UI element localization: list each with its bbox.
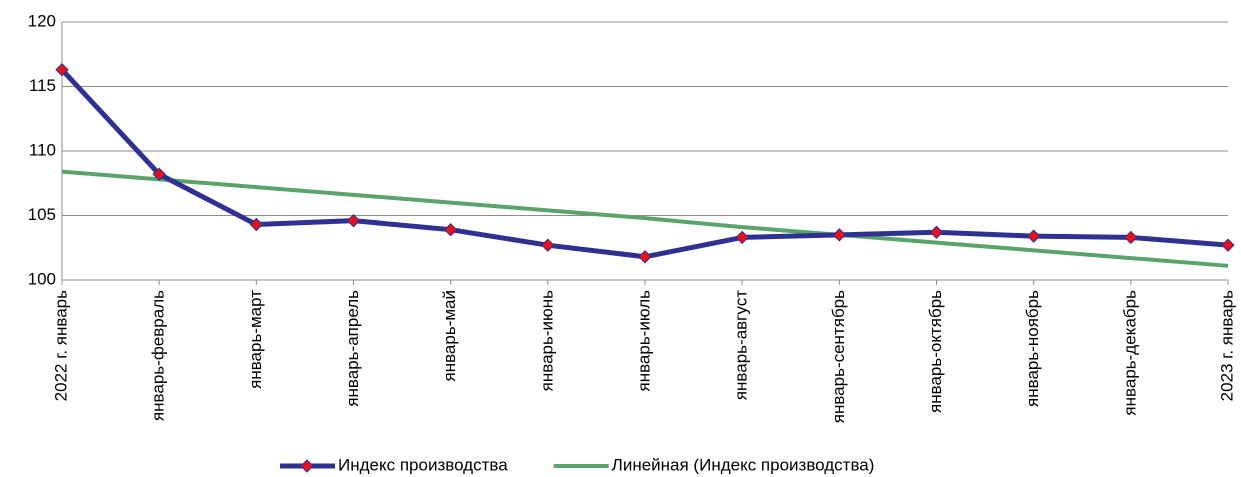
data-point xyxy=(443,222,458,237)
x-tick-label: 2022 г. январь xyxy=(51,290,70,401)
x-tick-label: январь-октябрь xyxy=(926,290,945,413)
data-point xyxy=(541,238,555,252)
x-tick-label: январь-апрель xyxy=(343,290,362,407)
data-point xyxy=(1221,238,1235,252)
data-point xyxy=(638,250,652,264)
x-tick-label: январь-ноябрь xyxy=(1023,290,1042,407)
x-tick-label: 2023 г. январь xyxy=(1217,290,1236,401)
y-tick-label: 115 xyxy=(29,76,56,95)
x-tick-label: январь-сентябрь xyxy=(829,290,848,423)
y-tick-label: 110 xyxy=(29,140,56,159)
series-line xyxy=(61,169,1229,268)
legend-marker xyxy=(300,459,314,473)
y-tick-label: 105 xyxy=(28,205,56,224)
data-point xyxy=(832,228,847,242)
y-tick-label: 100 xyxy=(28,269,56,288)
legend-label: Индекс производства xyxy=(338,455,508,474)
data-point xyxy=(346,213,361,228)
data-point xyxy=(152,167,166,181)
series-line xyxy=(60,68,1229,260)
data-point xyxy=(249,217,264,232)
data-point xyxy=(1124,230,1138,245)
data-point xyxy=(929,225,944,239)
data-point xyxy=(55,63,69,77)
x-tick-label: январь-май xyxy=(440,290,459,382)
data-point xyxy=(735,230,749,245)
x-tick-label: январь-июнь xyxy=(537,290,556,391)
x-tick-label: январь-декабрь xyxy=(1120,290,1139,416)
y-tick-label: 120 xyxy=(28,11,56,30)
x-tick-label: январь-февраль xyxy=(149,290,168,421)
x-tick-label: январь-июль xyxy=(634,290,653,392)
data-point xyxy=(1026,229,1041,243)
x-tick-label: январь-март xyxy=(246,290,265,389)
legend-label: Линейная (Индекс производства) xyxy=(612,455,875,474)
x-tick-label: январь-август xyxy=(732,290,751,400)
